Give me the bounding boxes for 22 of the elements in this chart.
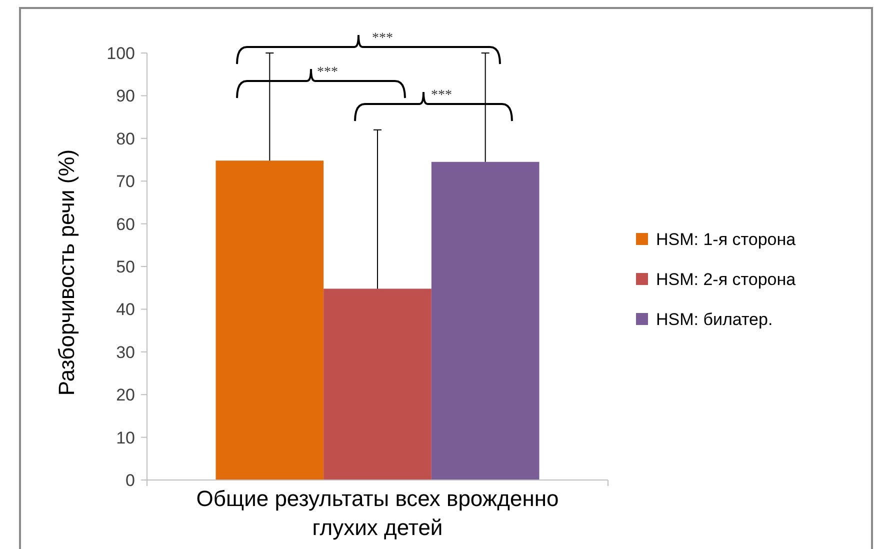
y-tick-label: 0 <box>126 470 135 490</box>
y-axis-title: Разборчивость речи (%) <box>54 149 79 396</box>
y-tick-label: 50 <box>116 257 135 276</box>
y-tick-label: 30 <box>116 342 135 362</box>
y-tick-label: 100 <box>106 44 135 63</box>
significance-bracket: *** <box>236 31 501 64</box>
legend-label: HSM: 1-я сторона <box>656 230 796 249</box>
y-tick-label: 70 <box>116 172 135 192</box>
legend-label: HSM: билатер. <box>656 310 773 329</box>
annotation: *** <box>431 88 452 103</box>
bar <box>324 288 432 480</box>
y-tick-label: 40 <box>116 300 135 320</box>
y-tick-label: 80 <box>116 129 135 148</box>
x-tick-label: Общие результаты всех врожденно глухих детей <box>196 486 559 540</box>
bar <box>216 160 324 480</box>
annotation: *** <box>317 65 338 80</box>
y-tick-label: 20 <box>116 386 135 405</box>
y-tick-label: 90 <box>116 86 135 106</box>
bar <box>431 162 540 480</box>
y-tick-label: 60 <box>116 214 135 234</box>
legend-label: HSM: 2-я сторона <box>656 270 796 289</box>
y-tick-label: 10 <box>116 428 135 448</box>
